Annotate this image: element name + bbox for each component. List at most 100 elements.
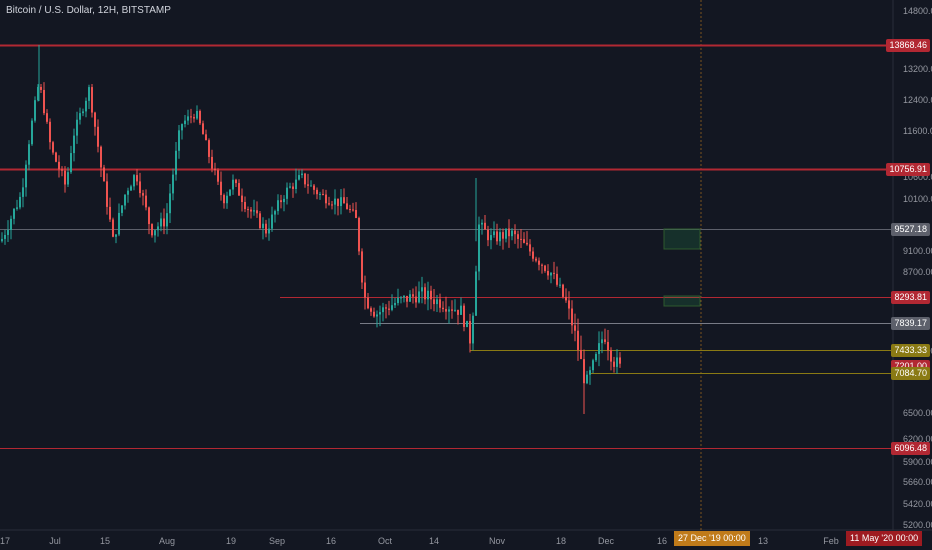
candle-body bbox=[403, 295, 405, 298]
candle-body bbox=[61, 169, 63, 171]
candle-body bbox=[382, 307, 384, 313]
price-tag-level: 8293.81 bbox=[891, 291, 930, 304]
candle-body bbox=[595, 354, 597, 361]
price-tick-label: 5420.00 bbox=[903, 499, 932, 509]
candle-body bbox=[529, 244, 531, 252]
candle-body bbox=[433, 299, 435, 305]
candle-body bbox=[328, 203, 330, 205]
candle-body bbox=[442, 307, 444, 310]
date-tick-label: Sep bbox=[268, 536, 286, 546]
candle-body bbox=[457, 309, 459, 315]
candle-body bbox=[409, 294, 411, 302]
candle-body bbox=[430, 290, 432, 300]
candle-body bbox=[427, 290, 429, 300]
candle-body bbox=[388, 308, 390, 310]
date-tick-label: 15 bbox=[99, 536, 111, 546]
candle-body bbox=[7, 229, 9, 235]
candle-body bbox=[187, 116, 189, 121]
candle-body bbox=[205, 134, 207, 141]
candle-body bbox=[109, 206, 111, 220]
candle-body bbox=[310, 185, 312, 187]
date-tick-label: Oct bbox=[377, 536, 393, 546]
candle-body bbox=[157, 226, 159, 231]
candle-body bbox=[217, 170, 219, 182]
candle-body bbox=[325, 194, 327, 204]
candle-body bbox=[190, 116, 192, 118]
candle-body bbox=[487, 229, 489, 241]
candle-body bbox=[244, 201, 246, 210]
candle-body bbox=[52, 142, 54, 153]
candle-body bbox=[163, 218, 165, 227]
candle-body bbox=[130, 186, 132, 191]
candle-body bbox=[460, 305, 462, 315]
price-tag-level: 7084.70 bbox=[891, 367, 930, 380]
candle-body bbox=[76, 119, 78, 136]
candle-body bbox=[169, 193, 171, 214]
date-tick-label: 14 bbox=[428, 536, 440, 546]
candle-body bbox=[331, 204, 333, 206]
date-tick-label: 18 bbox=[555, 536, 567, 546]
candle-body bbox=[361, 251, 363, 283]
candle-body bbox=[355, 210, 357, 218]
candle-body bbox=[385, 307, 387, 309]
candle-body bbox=[502, 232, 504, 239]
candle-body bbox=[73, 135, 75, 154]
candle-body bbox=[19, 196, 21, 208]
price-tag-level: 7433.33 bbox=[891, 344, 930, 357]
candle-body bbox=[337, 198, 339, 207]
candle-body bbox=[277, 200, 279, 212]
candle-body bbox=[607, 341, 609, 351]
candle-body bbox=[418, 291, 420, 303]
date-tick-label: Feb bbox=[823, 536, 839, 546]
candle-body bbox=[238, 183, 240, 196]
candle-body bbox=[544, 265, 546, 271]
candle-body bbox=[589, 370, 591, 375]
candle-body bbox=[397, 297, 399, 303]
candle-body bbox=[481, 222, 483, 225]
candle-body bbox=[601, 339, 603, 344]
candle-body bbox=[196, 110, 198, 119]
candle-body bbox=[211, 156, 213, 169]
candle-body bbox=[16, 207, 18, 209]
date-tick-label: 17 bbox=[0, 536, 11, 546]
candle-body bbox=[415, 296, 417, 303]
candle-body bbox=[568, 300, 570, 309]
candle-body bbox=[103, 167, 105, 182]
candle-body bbox=[268, 228, 270, 234]
price-tick-label: 10600.00 bbox=[903, 172, 932, 182]
candle-body bbox=[439, 299, 441, 308]
candle-body bbox=[451, 309, 453, 311]
candle-body bbox=[235, 179, 237, 184]
candle-body bbox=[106, 181, 108, 207]
candle-body bbox=[373, 311, 375, 317]
candle-body bbox=[499, 232, 501, 242]
candle-body bbox=[214, 168, 216, 171]
date-tick-label: 16 bbox=[325, 536, 337, 546]
candle-body bbox=[208, 140, 210, 157]
candle-body bbox=[31, 120, 33, 145]
candle-body bbox=[445, 309, 447, 312]
candle-body bbox=[115, 234, 117, 237]
candle-body bbox=[79, 113, 81, 120]
candle-body bbox=[592, 360, 594, 371]
candle-body bbox=[67, 172, 69, 185]
candle-body bbox=[307, 184, 309, 186]
candle-body bbox=[121, 205, 123, 213]
candle-body bbox=[535, 258, 537, 261]
candle-body bbox=[124, 194, 126, 206]
candle-body bbox=[547, 270, 549, 276]
candle-body bbox=[478, 224, 480, 272]
candle-body bbox=[469, 320, 471, 344]
candle-body bbox=[160, 218, 162, 227]
candle-body bbox=[520, 238, 522, 240]
date-tick-label: 16 bbox=[656, 536, 668, 546]
candle-body bbox=[616, 357, 618, 367]
candle-body bbox=[532, 251, 534, 259]
target-zone-lower bbox=[663, 295, 701, 307]
candle-body bbox=[484, 222, 486, 230]
candle-body bbox=[145, 195, 147, 208]
candle-body bbox=[181, 124, 183, 131]
candle-body bbox=[508, 228, 510, 237]
candle-body bbox=[586, 374, 588, 384]
